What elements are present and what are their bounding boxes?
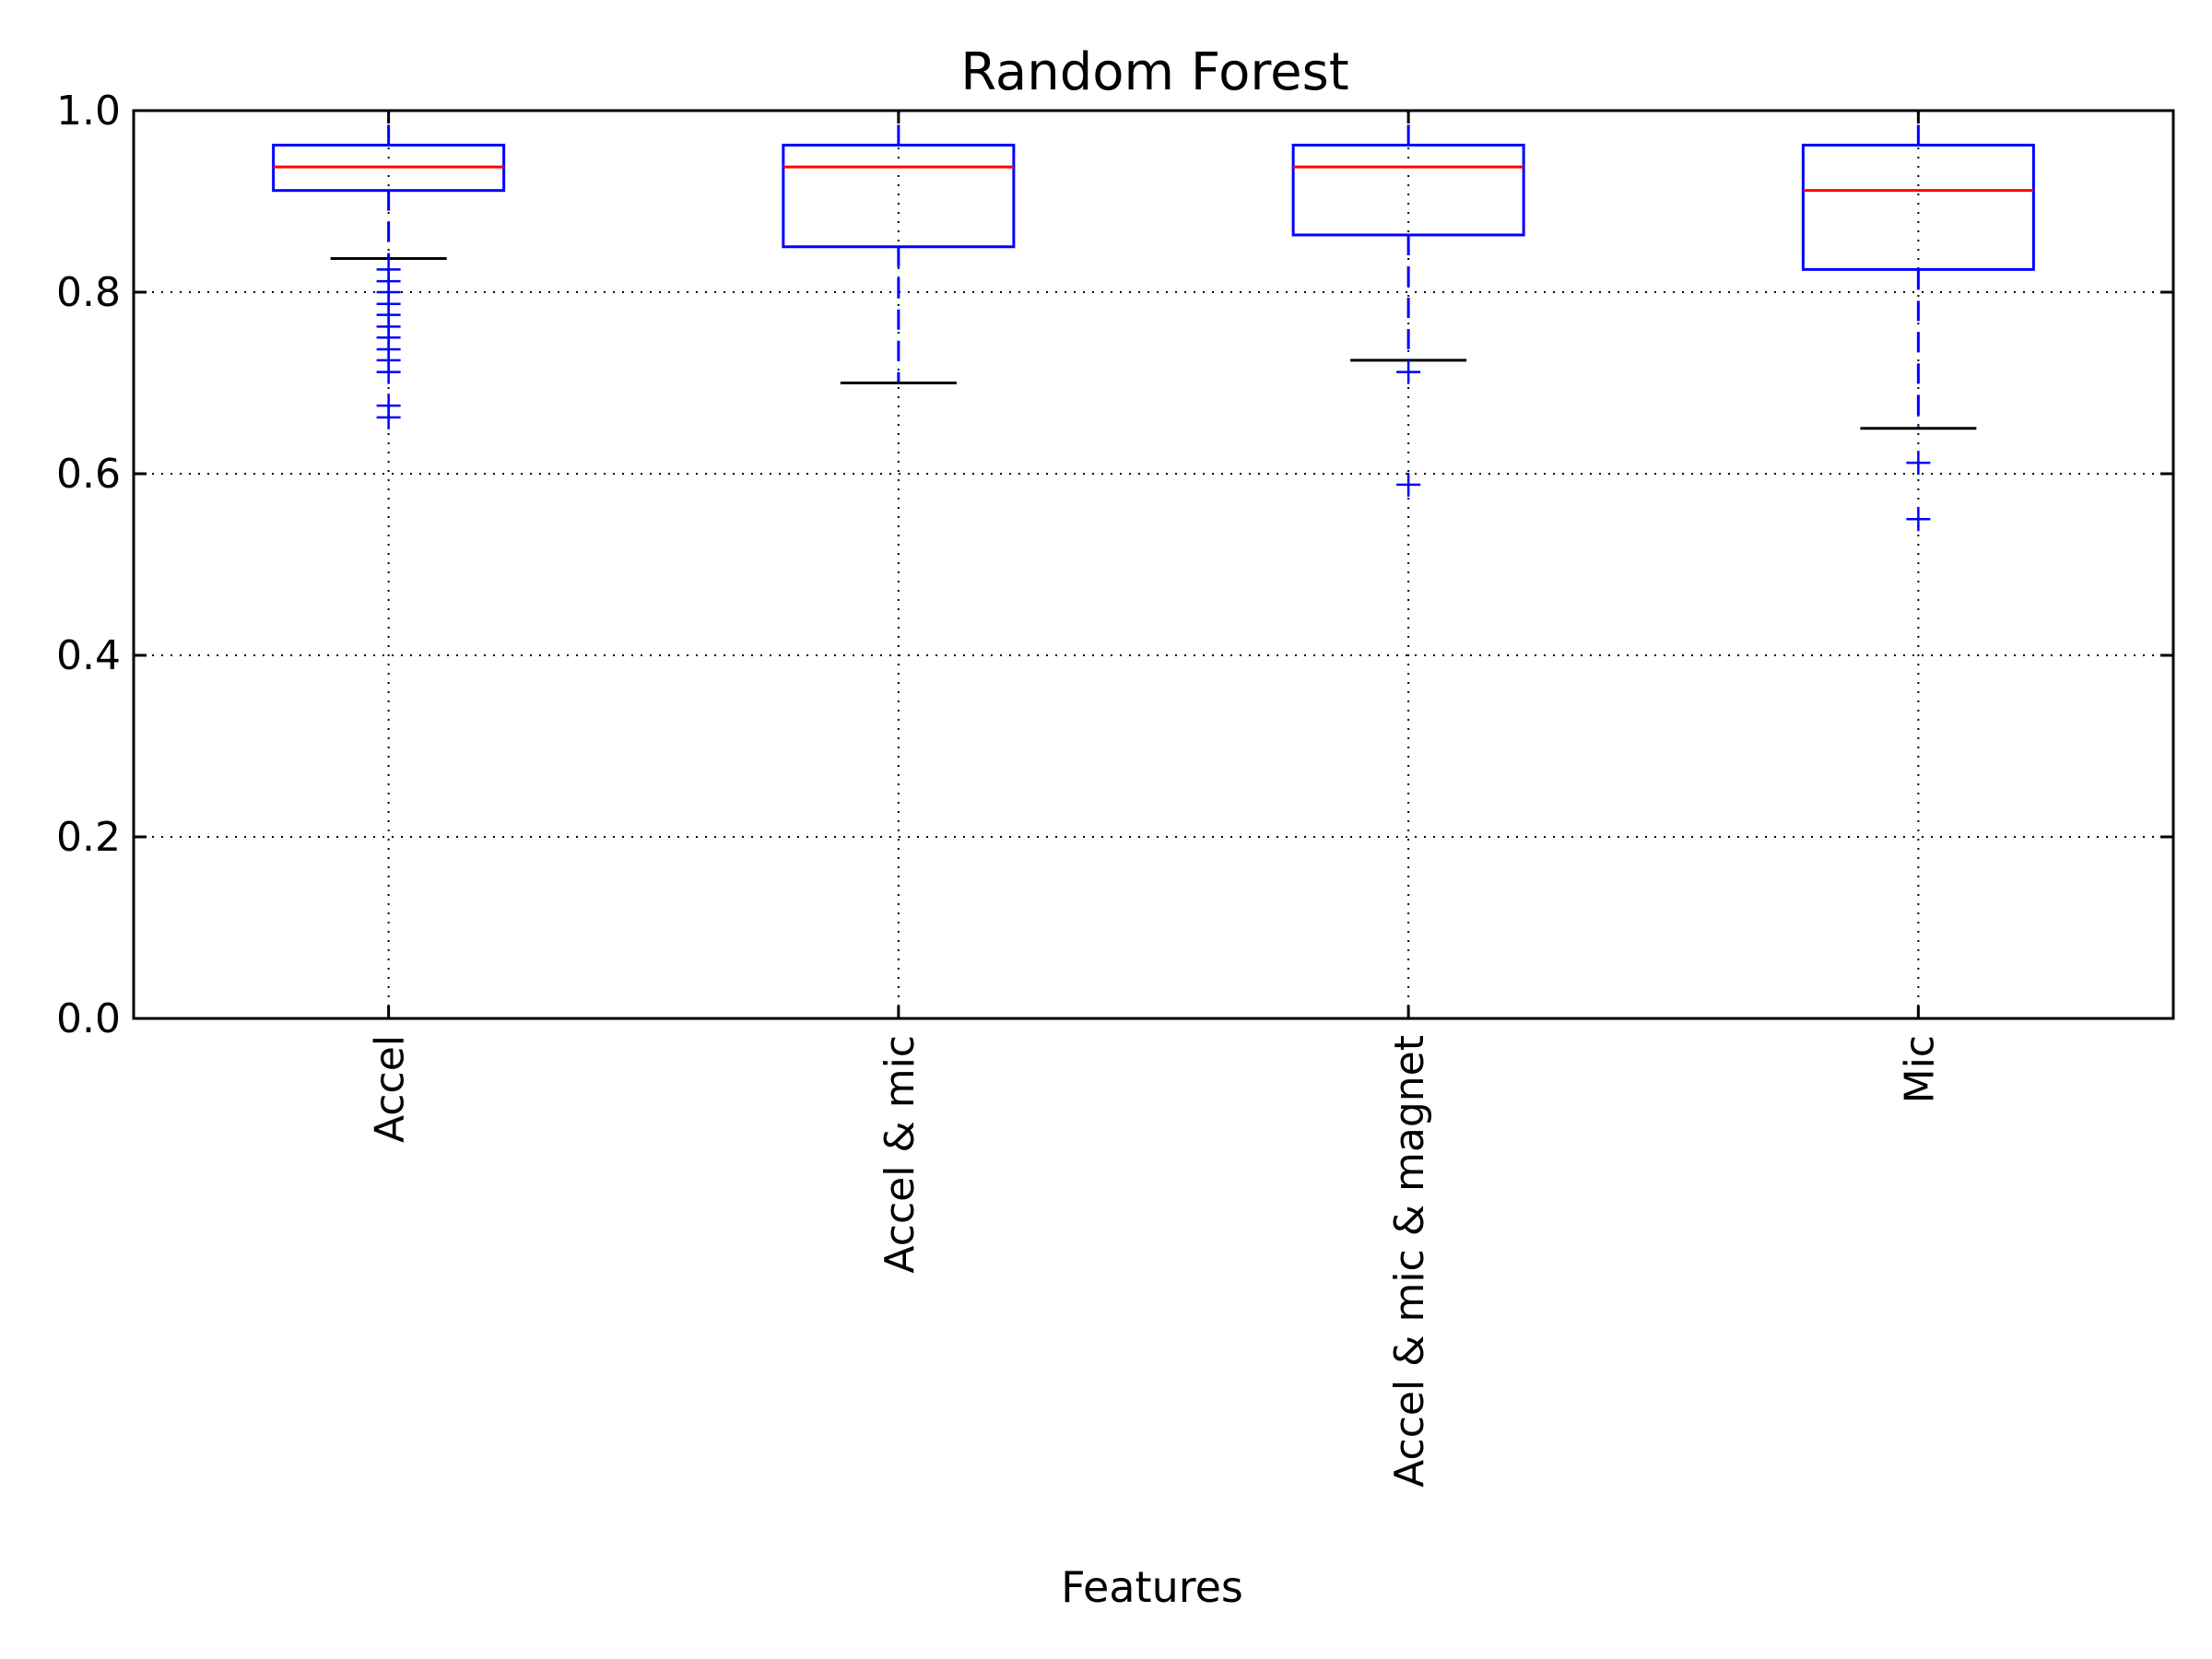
- outlier-point: [1906, 451, 1931, 476]
- outlier-point: [376, 405, 401, 429]
- iqr-box: [1801, 143, 2035, 271]
- y-axis-ticks: 0.0 0.2 0.4 0.6 0.8 1.0: [56, 88, 2173, 1042]
- outlier-point: [1906, 507, 1931, 532]
- y-tick-label: 0.8: [56, 269, 121, 316]
- plot-area-frame: [132, 109, 2175, 1020]
- outlier-point: [376, 359, 401, 384]
- iqr-box: [1291, 143, 1525, 237]
- outlier-point: [1396, 472, 1421, 497]
- y-tick-label: 0.2: [56, 814, 121, 861]
- y-tick-label: 0.4: [56, 632, 121, 679]
- chart-title: Random Forest: [960, 42, 1349, 102]
- x-tick-label: Mic: [1896, 1035, 1943, 1103]
- x-tick-label: Accel & mic & magnet: [1386, 1035, 1433, 1488]
- y-tick-label: 0.6: [56, 451, 121, 498]
- iqr-box: [782, 143, 1016, 249]
- x-axis-ticks: Accel Accel & mic Accel & mic & magnet Mic: [367, 111, 1943, 1488]
- y-tick-label: 1.0: [56, 88, 121, 135]
- grid-lines: [134, 111, 2173, 1018]
- x-tick-label: Accel & mic: [877, 1035, 924, 1274]
- outlier-point: [1396, 359, 1421, 384]
- x-tick-label: Accel: [367, 1035, 414, 1143]
- x-axis-label: Features: [1061, 1562, 1243, 1612]
- y-tick-label: 0.0: [56, 995, 121, 1042]
